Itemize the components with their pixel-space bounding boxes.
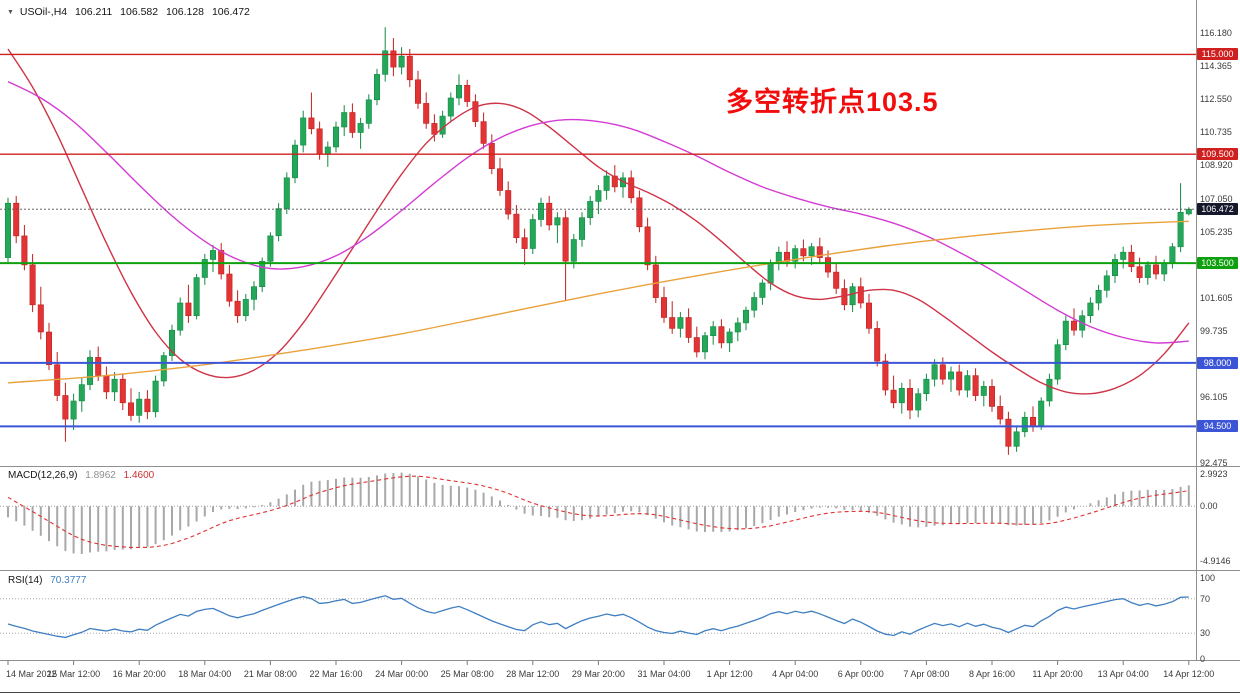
ma-mid-magenta-line bbox=[7, 80, 1189, 344]
macd-histogram bbox=[7, 472, 1190, 554]
rsi-line bbox=[7, 595, 1189, 639]
main-pane[interactable] bbox=[0, 0, 1196, 465]
ma-fast-red-line bbox=[7, 48, 1190, 395]
macd-signal-line bbox=[7, 475, 1189, 549]
